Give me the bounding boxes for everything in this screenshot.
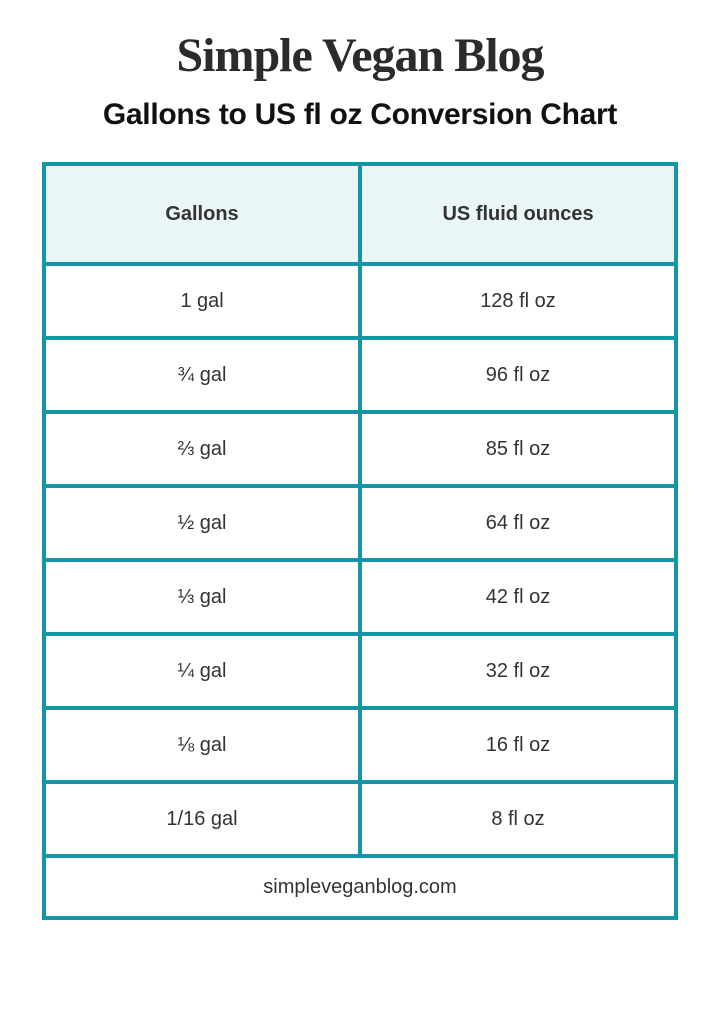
cell-floz: 64 fl oz — [360, 484, 674, 558]
cell-gallons: ½ gal — [46, 484, 360, 558]
col-header-gallons: Gallons — [46, 166, 360, 262]
col-header-floz: US fluid ounces — [360, 166, 674, 262]
cell-floz: 96 fl oz — [360, 336, 674, 410]
cell-gallons: ⅓ gal — [46, 558, 360, 632]
table-row: ¾ gal 96 fl oz — [46, 336, 674, 410]
cell-gallons: ¼ gal — [46, 632, 360, 706]
table-row: ½ gal 64 fl oz — [46, 484, 674, 558]
page-title: Gallons to US fl oz Conversion Chart — [42, 98, 678, 132]
cell-gallons: ⅔ gal — [46, 410, 360, 484]
table-row: ⅛ gal 16 fl oz — [46, 706, 674, 780]
table-footer-row: simpleveganblog.com — [46, 854, 674, 916]
cell-floz: 8 fl oz — [360, 780, 674, 854]
cell-floz: 85 fl oz — [360, 410, 674, 484]
cell-gallons: 1/16 gal — [46, 780, 360, 854]
cell-floz: 16 fl oz — [360, 706, 674, 780]
table-row: ⅔ gal 85 fl oz — [46, 410, 674, 484]
site-logo: Simple Vegan Blog — [42, 32, 678, 80]
cell-gallons: ¾ gal — [46, 336, 360, 410]
cell-floz: 128 fl oz — [360, 262, 674, 336]
table-header-row: Gallons US fluid ounces — [46, 166, 674, 262]
logo-text: Simple Vegan Blog — [176, 32, 543, 80]
table-row: 1/16 gal 8 fl oz — [46, 780, 674, 854]
table-row: 1 gal 128 fl oz — [46, 262, 674, 336]
cell-floz: 42 fl oz — [360, 558, 674, 632]
table-row: ¼ gal 32 fl oz — [46, 632, 674, 706]
conversion-table: Gallons US fluid ounces 1 gal 128 fl oz … — [42, 162, 678, 920]
table-footer-text: simpleveganblog.com — [46, 854, 674, 916]
cell-floz: 32 fl oz — [360, 632, 674, 706]
cell-gallons: 1 gal — [46, 262, 360, 336]
cell-gallons: ⅛ gal — [46, 706, 360, 780]
table-row: ⅓ gal 42 fl oz — [46, 558, 674, 632]
